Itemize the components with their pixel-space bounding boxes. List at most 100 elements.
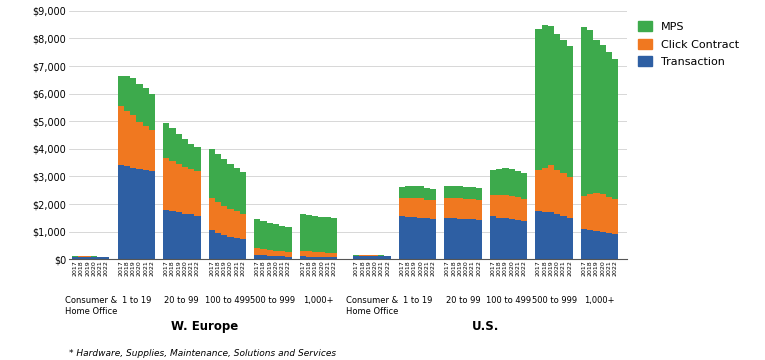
Bar <box>503 195 509 219</box>
Bar <box>366 255 372 256</box>
Bar <box>324 257 331 259</box>
Bar <box>169 211 175 259</box>
Bar <box>476 200 482 220</box>
Bar <box>548 26 554 165</box>
Bar <box>378 256 385 259</box>
Text: Consumer &
Home Office: Consumer & Home Office <box>64 296 117 316</box>
Bar <box>509 219 515 259</box>
Bar <box>136 122 142 169</box>
Bar <box>542 167 548 212</box>
Bar <box>430 201 436 219</box>
Bar <box>587 194 594 230</box>
Bar <box>209 230 215 259</box>
Bar <box>469 219 476 259</box>
Bar <box>324 253 331 257</box>
Bar <box>233 168 239 211</box>
Bar <box>594 40 600 193</box>
Bar <box>84 256 91 257</box>
Bar <box>554 215 560 259</box>
Bar <box>163 210 169 259</box>
Bar <box>366 256 372 259</box>
Bar <box>536 29 542 170</box>
Text: 100 to 499: 100 to 499 <box>486 296 531 305</box>
Bar <box>285 257 291 259</box>
Bar <box>451 219 457 259</box>
Bar <box>521 199 527 221</box>
Bar <box>130 115 136 167</box>
Text: 1 to 19: 1 to 19 <box>403 296 432 305</box>
Bar <box>233 238 239 259</box>
Bar <box>260 256 267 259</box>
Bar <box>312 252 318 257</box>
Bar <box>509 169 515 197</box>
Text: U.S.: U.S. <box>472 320 500 333</box>
Bar <box>515 171 521 197</box>
Bar <box>490 195 496 216</box>
Bar <box>496 217 503 259</box>
Bar <box>418 218 424 259</box>
Bar <box>331 218 337 253</box>
Bar <box>451 198 457 219</box>
Bar <box>457 198 463 219</box>
Bar <box>463 199 469 219</box>
Bar <box>444 198 451 217</box>
Bar <box>285 252 291 257</box>
Bar <box>215 202 221 233</box>
Bar <box>142 170 148 259</box>
Bar <box>331 253 337 257</box>
Bar <box>273 256 279 259</box>
Bar <box>142 88 148 126</box>
Bar <box>188 215 194 259</box>
Text: 1,000+: 1,000+ <box>303 296 334 305</box>
Bar <box>130 167 136 259</box>
Text: 1 to 19: 1 to 19 <box>122 296 151 305</box>
Bar <box>221 159 227 206</box>
Text: 500 to 999: 500 to 999 <box>532 296 577 305</box>
Bar <box>318 252 324 257</box>
Bar <box>560 216 567 259</box>
Bar <box>78 257 84 259</box>
Bar <box>542 24 548 167</box>
Bar <box>503 219 509 259</box>
Bar <box>424 199 430 219</box>
Bar <box>567 219 573 259</box>
Bar <box>412 185 418 198</box>
Bar <box>221 235 227 259</box>
Bar <box>457 186 463 198</box>
Bar <box>581 27 587 196</box>
Bar <box>285 227 291 252</box>
Bar <box>476 220 482 259</box>
Bar <box>148 130 155 171</box>
Bar <box>503 167 509 195</box>
Bar <box>469 187 476 199</box>
Bar <box>300 213 306 251</box>
Bar <box>215 233 221 259</box>
Bar <box>306 257 312 259</box>
Bar <box>594 193 600 231</box>
Bar <box>331 257 337 259</box>
Bar <box>169 161 175 211</box>
Bar <box>606 197 612 233</box>
Bar <box>273 251 279 256</box>
Bar <box>118 76 124 106</box>
Bar <box>509 197 515 219</box>
Bar <box>600 232 606 259</box>
Bar <box>418 186 424 198</box>
Bar <box>136 84 142 122</box>
Bar <box>182 167 188 213</box>
Bar <box>324 217 331 253</box>
Bar <box>194 171 200 216</box>
Bar <box>451 186 457 198</box>
Bar <box>239 172 246 213</box>
Bar <box>188 144 194 169</box>
Bar <box>97 257 103 259</box>
Bar <box>300 256 306 259</box>
Bar <box>405 186 412 198</box>
Bar <box>424 219 430 259</box>
Bar <box>148 94 155 130</box>
Bar <box>600 194 606 232</box>
Bar <box>267 256 273 259</box>
Bar <box>444 217 451 259</box>
Bar <box>175 164 182 212</box>
Bar <box>72 257 78 259</box>
